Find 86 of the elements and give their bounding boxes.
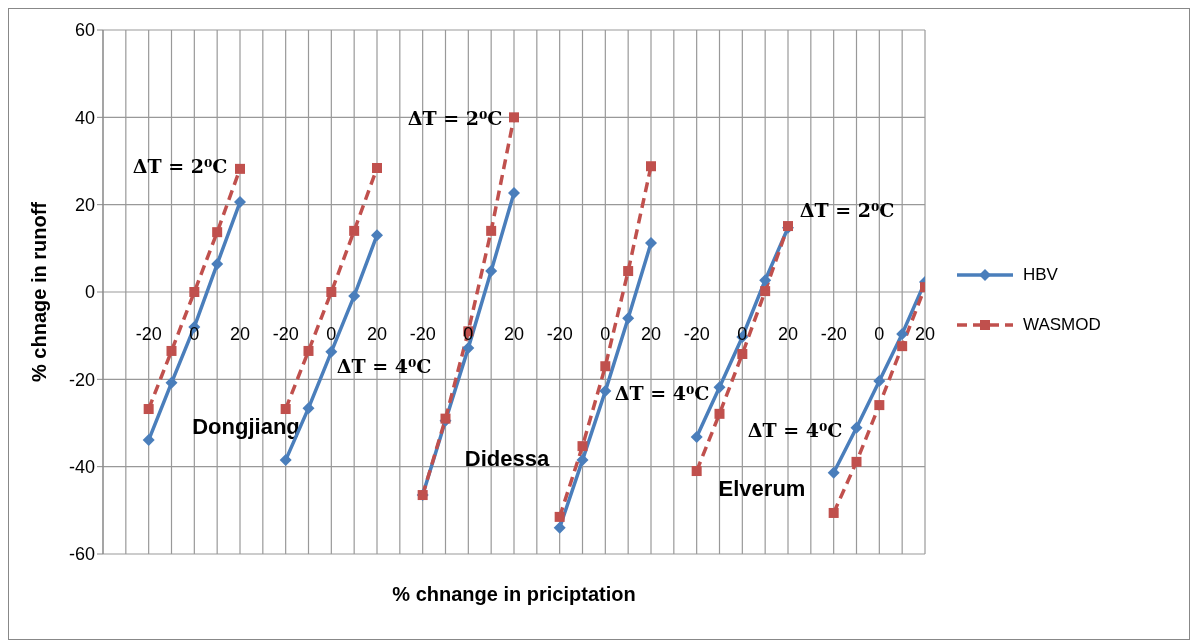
point [827,466,840,479]
point [326,287,337,297]
annotation: ΔT = 2⁰C [407,107,503,129]
point [485,265,498,278]
point [189,287,200,297]
x-tick-label: -20 [683,324,710,344]
annotation: ΔT = 2⁰C [132,155,228,177]
x-tick-label: 20 [640,324,662,344]
point [897,341,908,352]
point [279,454,292,467]
annotation: Didessa [464,445,550,471]
x-tick-label: -20 [409,324,436,344]
point [690,430,703,443]
y-tick-label: 0 [84,282,95,303]
legend-label: WASMOD [1023,315,1101,335]
point [212,227,223,238]
point [462,341,475,354]
point [166,345,177,356]
x-tick-label: -20 [272,324,299,344]
x-tick-label: -20 [135,324,162,344]
x-tick-label: 20 [914,324,936,344]
legend-label: HBV [1023,265,1058,285]
point [486,225,497,236]
point [325,345,338,358]
point [874,400,885,411]
point [576,454,589,467]
annotation: Elverum [718,475,806,501]
point [508,186,520,199]
point [371,229,383,242]
x-tick-label: 20 [229,324,251,344]
point [303,345,314,356]
point [850,421,863,434]
x-tick-label: 0 [600,324,611,344]
y-axis-title: % chnage in runoff [27,202,51,382]
y-tick-label: -40 [68,457,95,478]
x-axis-title: % chnange in priciptation [391,583,637,606]
point [737,349,748,360]
x-tick-label: 0 [326,324,337,344]
point [646,161,656,172]
point [348,289,361,302]
annotation: Dongjiang [192,413,300,439]
y-tick-label: 60 [74,20,95,41]
point [235,163,245,174]
point [577,441,588,452]
point [372,162,382,173]
point [691,466,702,477]
y-tick-label: -20 [68,369,95,390]
x-tick-label: 20 [366,324,388,344]
point [714,408,725,419]
point [600,361,611,372]
point [896,327,909,340]
point [234,196,246,209]
annotation: ΔT = 4⁰C [747,419,843,441]
point [554,511,565,522]
y-tick-label: 40 [74,107,95,128]
x-tick-label: 20 [503,324,525,344]
point [760,286,771,297]
point [302,402,315,415]
point [713,381,726,394]
point [349,225,360,236]
point [280,404,291,415]
annotation: ΔT = 4⁰C [614,382,710,404]
point [599,385,612,398]
x-tick-label: 0 [874,324,885,344]
x-tick-label: 0 [463,324,474,344]
point [143,404,154,415]
point [211,258,224,271]
point [509,112,519,123]
y-tick-label: -60 [68,544,95,565]
point [759,274,772,287]
point [142,434,155,447]
point [165,376,178,389]
point [851,456,862,467]
x-tick-label: 20 [777,324,799,344]
x-tick-label: -20 [820,324,847,344]
point [623,266,634,277]
point [873,375,886,388]
x-tick-label: -20 [546,324,573,344]
point [645,237,657,250]
point [828,507,839,518]
point [553,521,566,534]
y-tick-label: 20 [74,195,95,216]
x-tick-label: 0 [737,324,748,344]
annotation: ΔT = 2⁰C [799,199,895,221]
point [622,312,635,325]
annotation: ΔT = 4⁰C [336,355,432,377]
